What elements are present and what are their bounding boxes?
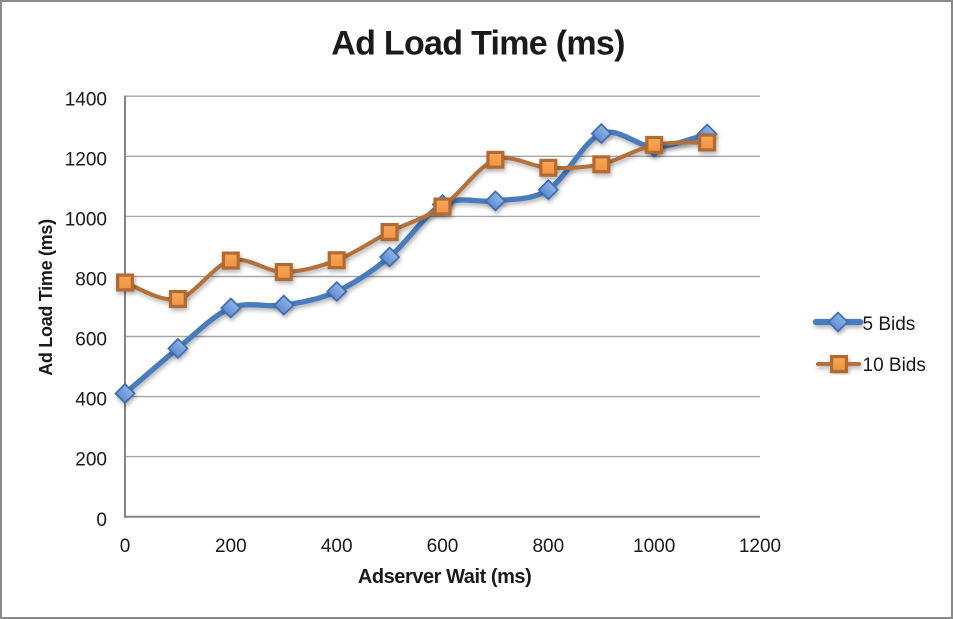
svg-text:Ad Load Time (ms): Ad Load Time (ms) bbox=[331, 25, 625, 63]
svg-text:0: 0 bbox=[120, 536, 131, 557]
svg-text:0: 0 bbox=[96, 510, 107, 531]
svg-text:800: 800 bbox=[532, 536, 564, 557]
svg-text:600: 600 bbox=[427, 536, 459, 557]
svg-text:1000: 1000 bbox=[65, 210, 107, 231]
svg-text:1000: 1000 bbox=[633, 536, 675, 557]
svg-text:1200: 1200 bbox=[739, 536, 781, 557]
svg-text:200: 200 bbox=[215, 536, 247, 557]
svg-text:Adserver Wait (ms): Adserver Wait (ms) bbox=[358, 566, 531, 588]
svg-text:600: 600 bbox=[75, 330, 107, 351]
svg-text:10 Bids: 10 Bids bbox=[863, 355, 926, 376]
svg-text:400: 400 bbox=[75, 390, 107, 411]
svg-text:5 Bids: 5 Bids bbox=[863, 314, 916, 335]
svg-text:800: 800 bbox=[75, 270, 107, 291]
svg-text:400: 400 bbox=[321, 536, 353, 557]
svg-text:1200: 1200 bbox=[65, 149, 107, 170]
svg-text:200: 200 bbox=[75, 450, 107, 471]
svg-text:Ad Load Time (ms): Ad Load Time (ms) bbox=[36, 219, 56, 376]
svg-text:1400: 1400 bbox=[65, 89, 107, 110]
